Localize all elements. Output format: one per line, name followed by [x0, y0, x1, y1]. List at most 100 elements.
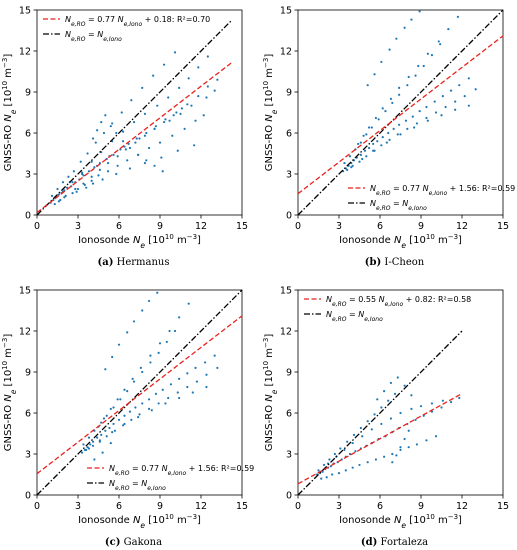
data-point — [91, 182, 95, 185]
data-point — [71, 192, 74, 195]
data-point — [216, 78, 219, 81]
data-point — [154, 392, 157, 395]
data-point — [101, 451, 104, 454]
data-point — [322, 463, 326, 467]
x-tick-label: 12 — [195, 501, 207, 512]
legend-ref-label: Ne,RO = Ne,Iono — [65, 30, 122, 43]
x-tick-label: 3 — [336, 501, 342, 512]
y-tick-label: 12 — [280, 46, 292, 57]
data-point — [398, 123, 401, 126]
data-point — [186, 103, 189, 106]
data-point — [206, 85, 209, 88]
data-point — [163, 63, 166, 66]
data-point — [128, 167, 132, 170]
data-point — [366, 420, 369, 423]
y-tick-label: 12 — [19, 46, 31, 57]
data-point — [422, 64, 425, 68]
data-point — [76, 187, 80, 191]
data-point — [370, 428, 373, 431]
data-point — [126, 331, 129, 334]
fit-line — [297, 393, 463, 485]
data-point — [59, 198, 62, 202]
data-point — [374, 458, 377, 461]
data-point — [204, 361, 207, 364]
y-axis-label: GNSS-RO Ne [1010 m−3] — [1, 334, 18, 452]
data-point — [362, 134, 365, 137]
data-point — [380, 422, 383, 426]
reference-line — [297, 9, 504, 216]
data-point — [96, 129, 99, 132]
data-point — [145, 131, 148, 135]
caption-label: (b) — [365, 257, 381, 268]
data-point — [106, 161, 110, 165]
y-tick-label: 0 — [286, 210, 292, 221]
data-point — [197, 95, 200, 98]
data-point — [374, 116, 377, 120]
data-point — [383, 390, 386, 393]
data-point — [183, 127, 186, 130]
data-point — [93, 166, 96, 169]
data-point — [143, 161, 147, 165]
data-point — [141, 86, 144, 89]
y-tick-label: 9 — [286, 367, 292, 378]
x-tick-label: 6 — [377, 221, 383, 232]
legend-ref-label: Ne,RO = Ne,Iono — [109, 479, 166, 492]
data-point — [137, 416, 140, 419]
data-point — [381, 136, 384, 139]
data-point — [367, 126, 371, 129]
data-point — [447, 28, 450, 31]
panel-1: 0 3 6 9 12 15 0 3 6 9 12 15 Ionosonde Ne [1010 m−3] G… — [1, 5, 248, 268]
data-point — [395, 454, 398, 457]
data-point — [380, 144, 383, 147]
x-tick-label: 6 — [377, 501, 383, 512]
data-point — [367, 146, 371, 150]
data-point — [116, 398, 119, 401]
data-point — [167, 96, 170, 99]
data-point — [57, 200, 60, 203]
data-point — [430, 54, 434, 57]
legend: Ne,RO = 0.55 Ne,Iono + 0.82: R²=0.58 Ne,R… — [304, 295, 471, 323]
data-point — [439, 43, 442, 46]
data-point — [126, 390, 129, 393]
caption-label: (d) — [361, 537, 377, 548]
data-point — [449, 89, 453, 92]
data-point — [407, 446, 410, 449]
data-point — [171, 134, 174, 137]
data-point — [190, 104, 193, 107]
data-point — [206, 55, 209, 58]
data-point — [104, 368, 107, 371]
x-tick-label: 0 — [34, 221, 40, 232]
panel-caption: (d) Fortaleza — [361, 537, 428, 548]
data-point — [440, 114, 443, 117]
data-point — [149, 354, 152, 357]
data-point — [398, 86, 401, 89]
y-tick-label: 0 — [25, 210, 31, 221]
data-point — [343, 448, 346, 451]
data-point — [141, 402, 144, 405]
data-point — [197, 66, 200, 69]
data-point — [119, 398, 122, 401]
y-tick-label: 0 — [25, 490, 31, 501]
y-axis-label: GNSS-RO Ne [1010 m−3] — [262, 334, 279, 452]
data-point — [57, 193, 60, 196]
data-point — [64, 194, 67, 197]
data-point — [426, 119, 429, 122]
data-point — [388, 138, 391, 141]
data-point — [154, 125, 157, 128]
x-tick-label: 12 — [195, 221, 207, 232]
data-point — [437, 40, 440, 43]
x-tick-label: 3 — [75, 501, 81, 512]
data-point — [359, 141, 362, 144]
legend: Ne,RO = 0.77 Ne,Iono + 1.56: R²=0.59 Ne,R… — [348, 184, 515, 212]
data-point — [105, 435, 108, 438]
data-point — [113, 429, 116, 432]
y-tick-label: 9 — [25, 87, 31, 98]
data-point — [153, 127, 156, 130]
data-point — [331, 473, 334, 476]
data-point — [376, 140, 379, 143]
data-point — [83, 183, 86, 187]
data-point — [87, 447, 91, 450]
data-point — [410, 394, 413, 397]
panel-2: 0 3 6 9 12 15 0 3 6 9 12 15 Ionosonde Ne [1010 m−3] G… — [262, 5, 515, 268]
data-point — [71, 181, 74, 184]
